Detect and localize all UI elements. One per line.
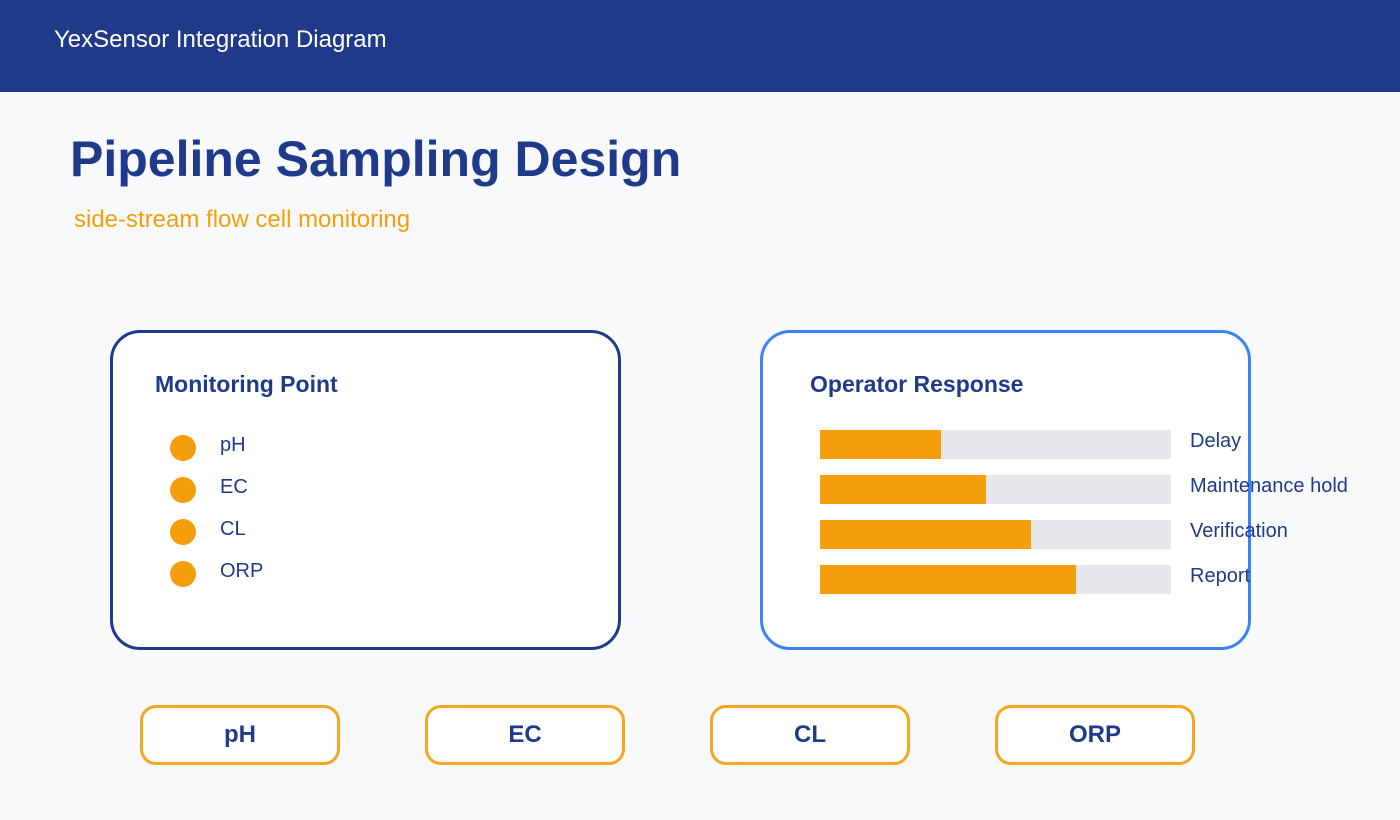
sensor-chip[interactable]: CL [710,705,910,765]
page-title: Pipeline Sampling Design [70,131,682,187]
bar-fill [820,430,941,459]
page-subtitle: side-stream flow cell monitoring [74,206,411,233]
header-bar [0,0,1400,92]
monitoring-item: EC [220,476,248,498]
bullet [170,435,196,461]
header-title: YexSensor Integration Diagram [54,26,387,53]
bar-fill [820,565,1076,594]
monitoring-item: pH [220,434,246,456]
sensor-chip[interactable]: ORP [995,705,1195,765]
bar-fill [820,520,1031,549]
card-title: Monitoring Point [155,371,338,397]
bullet [170,477,196,503]
card-title: Operator Response [810,371,1024,397]
sensor-chip[interactable]: EC [425,705,625,765]
bar-fill [820,475,986,504]
response-item: Maintenance hold [1190,475,1348,497]
response-item: Verification [1190,520,1288,542]
bullet [170,561,196,587]
bullet [170,519,196,545]
sensor-chip[interactable]: pH [140,705,340,765]
response-item: Delay [1190,430,1242,452]
monitoring-item: CL [220,518,246,540]
monitoring-item: ORP [220,560,264,582]
response-item: Report [1190,565,1251,587]
